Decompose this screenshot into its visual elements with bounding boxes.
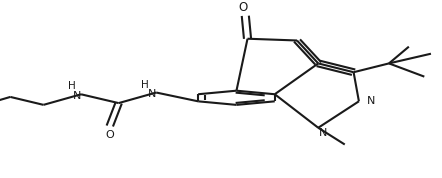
Text: H: H bbox=[141, 80, 149, 90]
Text: N: N bbox=[367, 96, 375, 106]
Text: N: N bbox=[72, 91, 81, 101]
Text: N: N bbox=[319, 128, 327, 138]
Text: H: H bbox=[69, 81, 76, 91]
Text: O: O bbox=[105, 130, 114, 140]
Text: O: O bbox=[239, 1, 248, 14]
Text: N: N bbox=[148, 89, 156, 99]
